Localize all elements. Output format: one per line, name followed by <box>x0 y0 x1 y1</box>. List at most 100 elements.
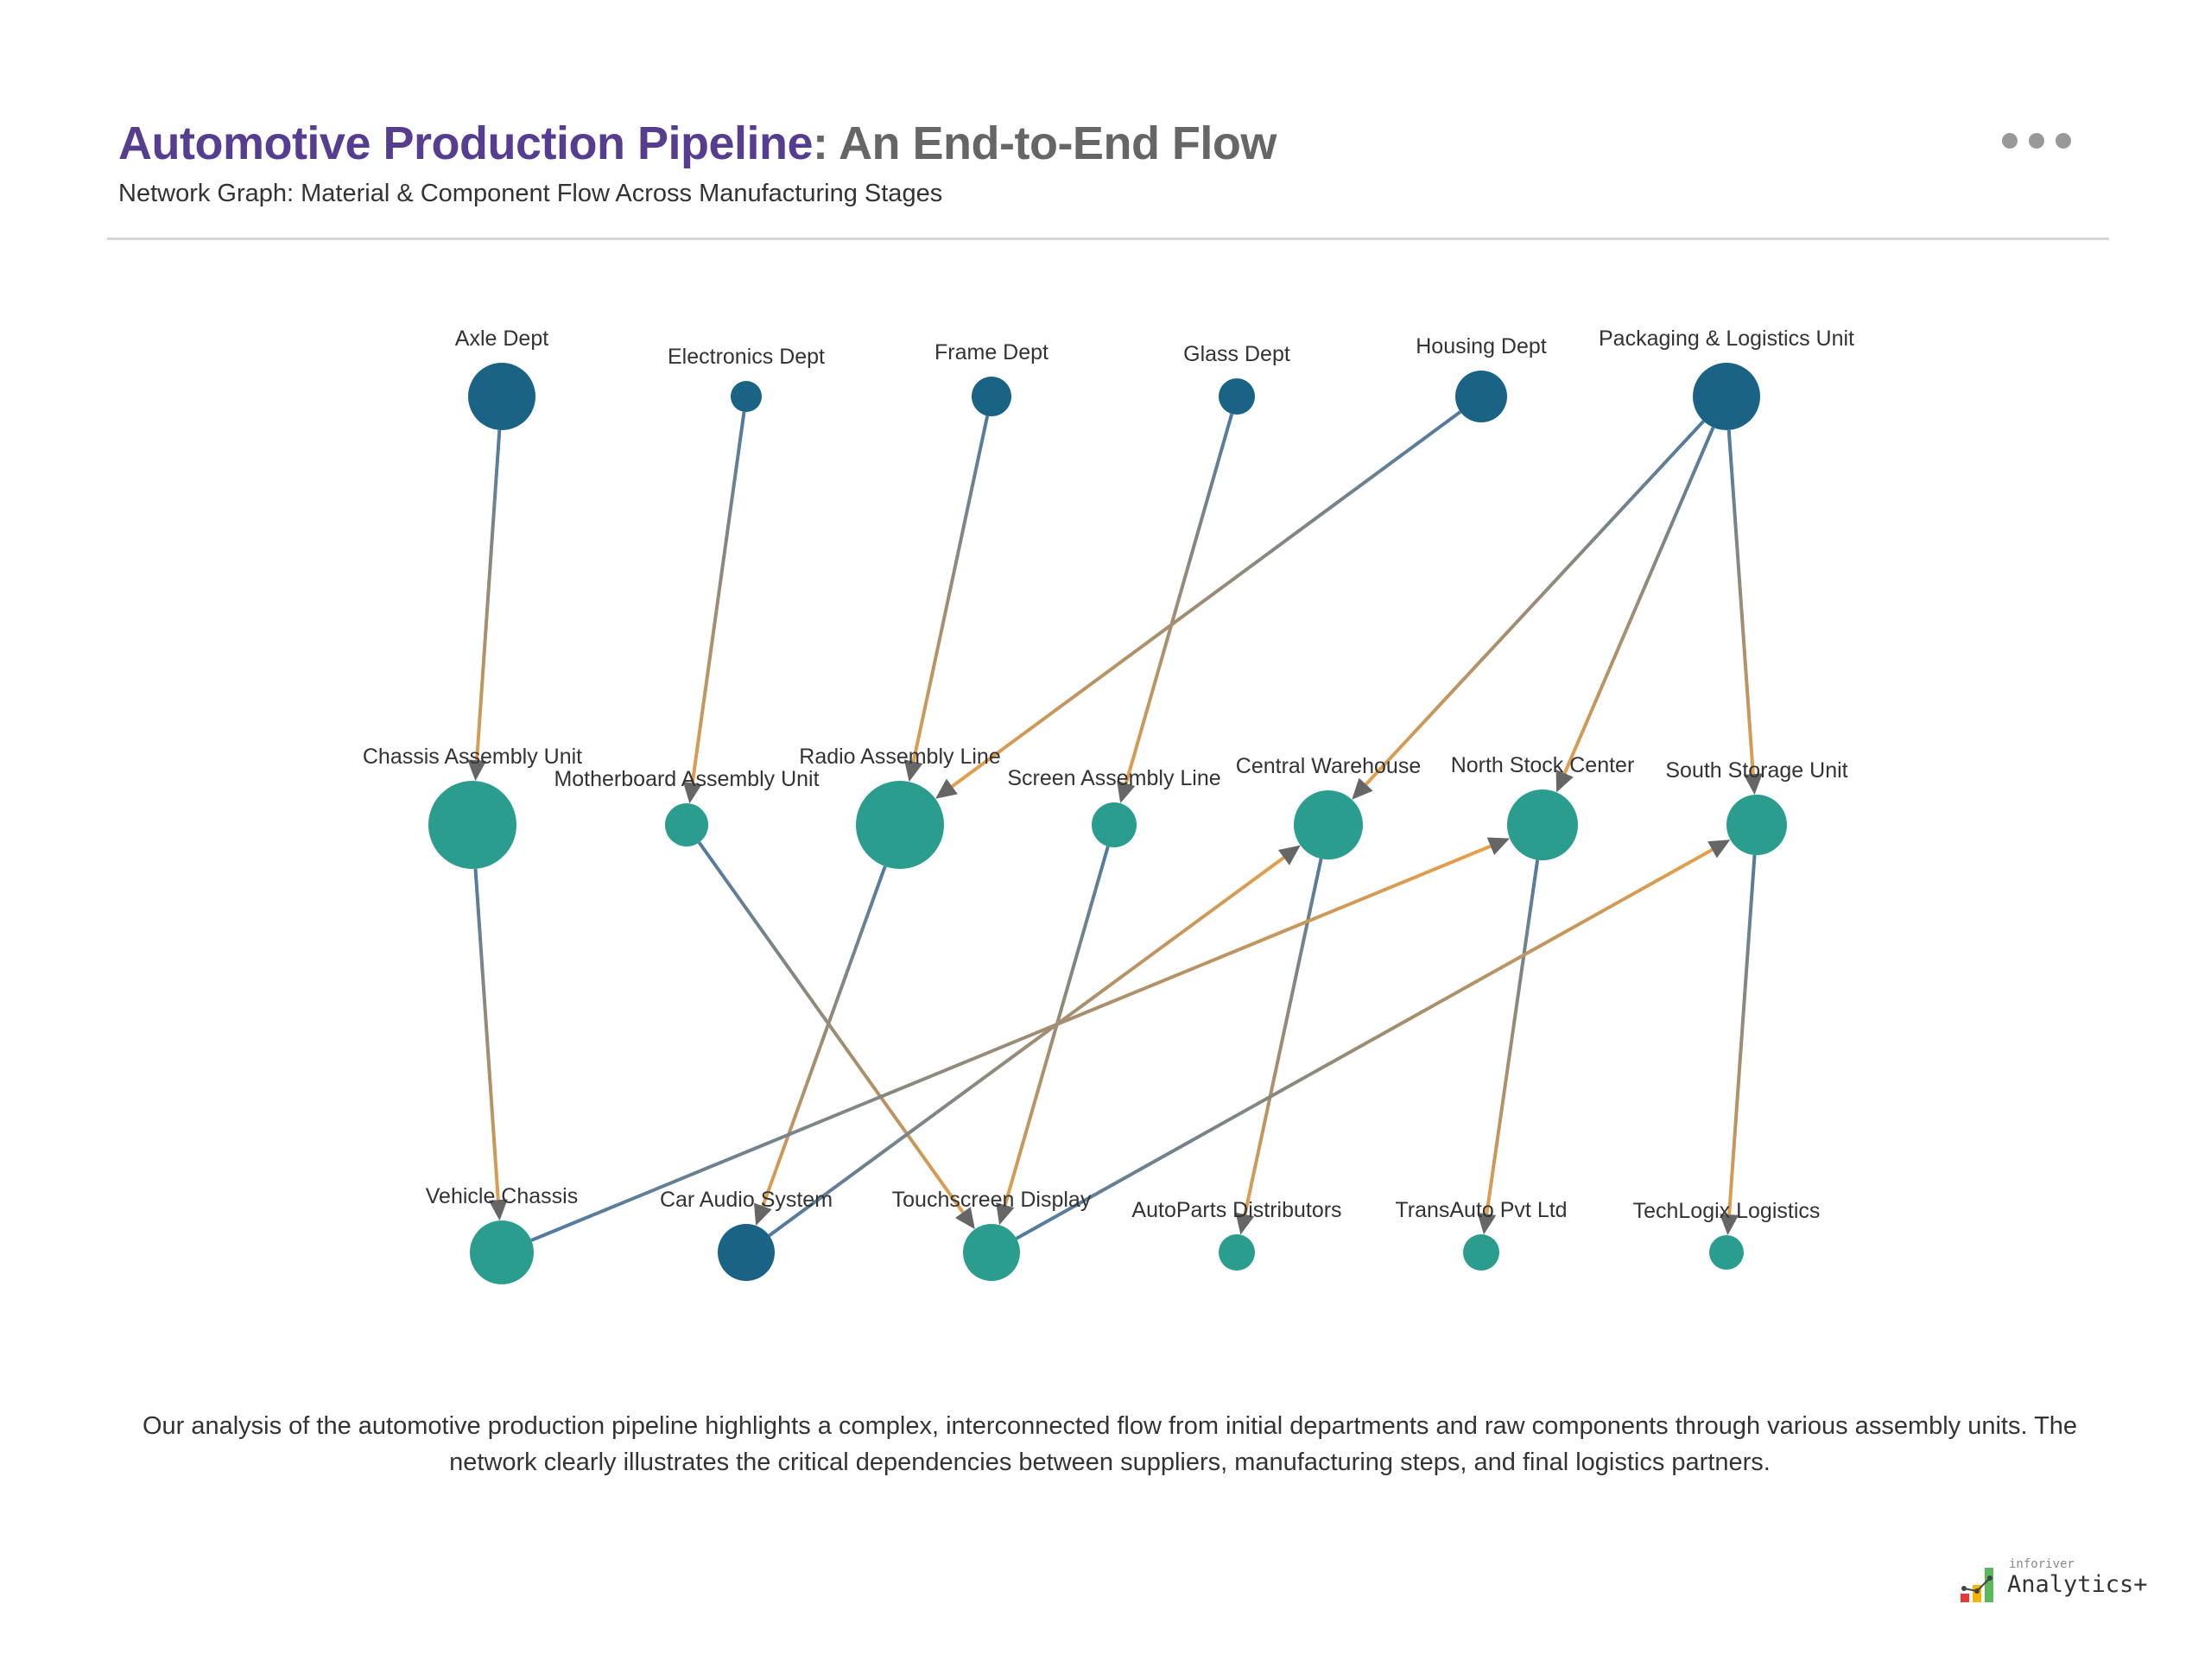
node-circle[interactable] <box>731 381 762 412</box>
node-autoparts[interactable] <box>1219 1234 1255 1271</box>
node-circle[interactable] <box>963 1224 1020 1281</box>
node-central[interactable] <box>1294 790 1363 859</box>
edge-packaging-to-central <box>1365 420 1705 786</box>
arrowhead-icon <box>488 1199 508 1221</box>
node-electronics[interactable] <box>731 381 762 412</box>
edge-radio-to-caraudio <box>761 865 887 1208</box>
edge-touchscreen-to-south <box>1015 848 1714 1240</box>
arrowhead-icon <box>935 778 958 799</box>
node-axle[interactable] <box>468 363 535 430</box>
node-screen[interactable] <box>1092 802 1137 847</box>
node-label: Packaging & Logistics Unit <box>1599 326 1854 351</box>
nodes-layer: Axle Dept Electronics Dept Frame Dept Glass… <box>363 326 1854 1284</box>
ellipsis-icon <box>2029 133 2044 149</box>
arrowhead-icon <box>1555 769 1574 793</box>
edge-housing-to-radio <box>951 410 1462 789</box>
arrowhead-icon <box>996 1202 1015 1226</box>
edge-south-to-techlogix <box>1727 854 1757 1215</box>
node-circle[interactable] <box>428 781 516 869</box>
node-circle[interactable] <box>972 377 1011 416</box>
node-label: Radio Assembly Line <box>799 745 1000 769</box>
node-circle[interactable] <box>1693 363 1760 430</box>
node-techlogix[interactable] <box>1709 1235 1744 1270</box>
edge-caraudio-to-central <box>768 856 1285 1238</box>
page-subtitle: Network Graph: Material & Component Flow… <box>118 180 943 207</box>
arrowhead-icon <box>467 759 487 782</box>
node-label: Touchscreen Display <box>892 1188 1092 1212</box>
node-glass[interactable] <box>1219 378 1255 415</box>
page-title: Automotive Production Pipeline: An End-t… <box>118 117 1277 170</box>
node-circle[interactable] <box>1219 378 1255 415</box>
arrowhead-icon <box>903 759 923 783</box>
node-radio[interactable] <box>856 781 944 869</box>
node-circle[interactable] <box>468 363 535 430</box>
node-circle[interactable] <box>1709 1235 1744 1270</box>
node-caraudio[interactable] <box>718 1224 775 1281</box>
logo-bars-icon <box>1961 1568 1993 1602</box>
node-label: Glass Dept <box>1183 342 1290 366</box>
node-circle[interactable] <box>470 1220 534 1284</box>
edge-north-to-transauto <box>1485 859 1540 1214</box>
arrowhead-icon <box>1117 780 1136 804</box>
node-transauto[interactable] <box>1463 1234 1499 1271</box>
node-circle[interactable] <box>1726 795 1787 855</box>
node-motherboard[interactable] <box>665 803 708 846</box>
arrowhead-icon <box>1235 1212 1255 1235</box>
arrowhead-icon <box>1707 840 1731 859</box>
arrowhead-icon <box>753 1202 772 1226</box>
node-circle[interactable] <box>1092 802 1137 847</box>
node-touchscreen[interactable] <box>963 1224 1020 1281</box>
node-label: Frame Dept <box>934 340 1048 365</box>
node-housing[interactable] <box>1455 371 1507 422</box>
arrowhead-icon <box>682 781 702 804</box>
node-circle[interactable] <box>856 781 944 869</box>
node-circle[interactable] <box>1463 1234 1499 1271</box>
node-label: AutoParts Distributors <box>1131 1198 1341 1222</box>
edge-central-to-autoparts <box>1243 858 1323 1215</box>
node-circle[interactable] <box>718 1224 775 1281</box>
node-circle[interactable] <box>1294 790 1363 859</box>
node-label: Central Warehouse <box>1236 754 1421 778</box>
node-circle[interactable] <box>1455 371 1507 422</box>
arrowhead-icon <box>1720 1214 1739 1236</box>
edge-axle-to-chassis <box>475 429 502 761</box>
node-circle[interactable] <box>665 803 708 846</box>
arrowhead-icon <box>1477 1212 1497 1235</box>
edge-packaging-to-south <box>1726 429 1755 775</box>
node-label: Chassis Assembly Unit <box>363 745 582 769</box>
edge-packaging-to-north <box>1562 427 1715 775</box>
arrowhead-icon <box>954 1207 975 1230</box>
node-label: Screen Assembly Line <box>1007 766 1220 790</box>
node-label: Axle Dept <box>455 326 548 351</box>
node-north[interactable] <box>1507 789 1578 860</box>
edge-glass-to-screen <box>1124 413 1234 784</box>
node-circle[interactable] <box>1507 789 1578 860</box>
edge-frame-to-radio <box>911 415 990 763</box>
analytics-logo: inforiver Analytics+ <box>1959 1557 2157 1611</box>
node-label: TechLogix Logistics <box>1633 1199 1821 1223</box>
edge-electronics-to-motherboard <box>690 411 746 783</box>
logo-product: Analytics+ <box>2007 1571 2148 1598</box>
node-label: Car Audio System <box>660 1188 833 1212</box>
arrowhead-icon <box>1743 773 1763 796</box>
node-vehicle[interactable] <box>470 1220 534 1284</box>
title-main: Automotive Production Pipeline <box>118 117 814 169</box>
ellipsis-icon <box>2002 133 2018 149</box>
edge-motherboard-to-touchscreen <box>697 841 965 1214</box>
description-text: Our analysis of the automotive productio… <box>142 1412 2078 1476</box>
node-label: Electronics Dept <box>668 345 825 369</box>
edge-vehicle-to-north <box>530 844 1492 1242</box>
node-chassis[interactable] <box>428 781 516 869</box>
more-options-button[interactable] <box>2002 133 2071 149</box>
node-circle[interactable] <box>1219 1234 1255 1271</box>
node-south[interactable] <box>1726 795 1787 855</box>
node-label: Housing Dept <box>1416 334 1547 358</box>
title-rest: : An End-to-End Flow <box>813 117 1277 169</box>
node-label: Motherboard Assembly Unit <box>554 767 819 791</box>
node-label: Vehicle Chassis <box>426 1184 578 1208</box>
node-packaging[interactable] <box>1693 363 1760 430</box>
node-frame[interactable] <box>972 377 1011 416</box>
node-label: South Storage Unit <box>1665 758 1847 783</box>
logo-brand: inforiver <box>2009 1557 2075 1571</box>
